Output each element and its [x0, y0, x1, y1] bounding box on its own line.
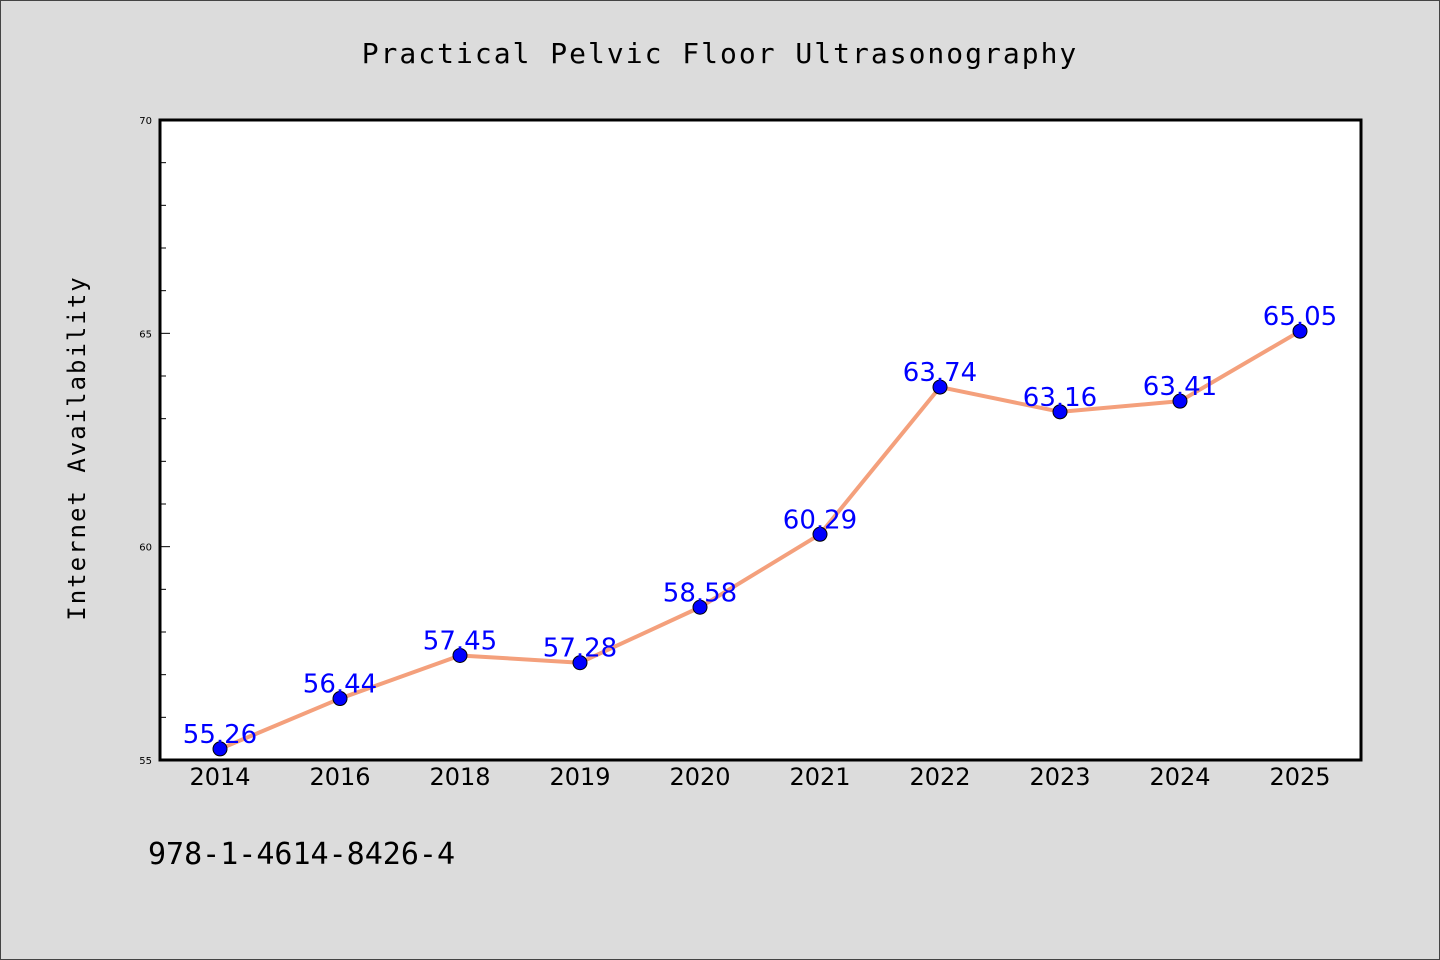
x-tick-label: 2018 — [429, 763, 490, 791]
data-label: 63.16 — [1023, 383, 1097, 413]
x-tick-label: 2025 — [1269, 763, 1330, 791]
data-label: 65.05 — [1263, 302, 1337, 332]
x-tick-label: 2021 — [789, 763, 850, 791]
x-axis: 2014 2016 2018 2019 2020 2021 2022 2023 2024 2025 — [189, 763, 1330, 791]
data-labels: 55.26 56.44 57.45 57.28 58.58 60.29 63.74 63.16… — [183, 302, 1337, 750]
data-point — [932, 379, 948, 395]
data-label: 63.41 — [1143, 372, 1217, 402]
x-tick-label: 2023 — [1029, 763, 1090, 791]
isbn-footnote: 978-1-4614-8426-4 — [148, 837, 455, 872]
data-point — [1172, 393, 1188, 409]
data-label: 63.74 — [903, 358, 977, 388]
data-point — [452, 647, 468, 663]
x-tick-label: 2016 — [309, 763, 370, 791]
chart-title: Practical Pelvic Floor Ultrasonography — [362, 37, 1079, 70]
series-line — [218, 329, 1302, 751]
series-polyline — [218, 329, 1302, 751]
data-point — [1052, 404, 1068, 420]
data-label: 55.26 — [183, 720, 257, 750]
data-label: 56.44 — [303, 670, 377, 700]
data-label: 60.29 — [783, 505, 857, 535]
y-axis-label: Internet Availability — [63, 275, 91, 620]
x-tick-label: 2019 — [549, 763, 610, 791]
x-tick-label: 2022 — [909, 763, 970, 791]
data-point — [332, 691, 348, 707]
data-point — [572, 655, 588, 671]
data-point — [1292, 323, 1308, 339]
x-tick-label: 2014 — [189, 763, 250, 791]
data-point — [212, 741, 228, 757]
data-point — [812, 526, 828, 542]
y-tick-label: 65 — [139, 329, 152, 340]
x-tick-label: 2020 — [669, 763, 730, 791]
data-label: 57.28 — [543, 634, 617, 664]
data-label: 58.58 — [663, 578, 737, 608]
data-label: 57.45 — [423, 626, 497, 656]
y-tick-label: 55 — [139, 756, 152, 767]
series-markers — [212, 323, 1308, 757]
y-tick-label: 60 — [139, 543, 152, 554]
x-tick-label: 2024 — [1149, 763, 1210, 791]
y-axis: 55 60 65 70 — [139, 116, 170, 767]
y-tick-label: 70 — [139, 116, 152, 127]
plot-area — [158, 118, 1363, 762]
data-point — [692, 599, 708, 615]
